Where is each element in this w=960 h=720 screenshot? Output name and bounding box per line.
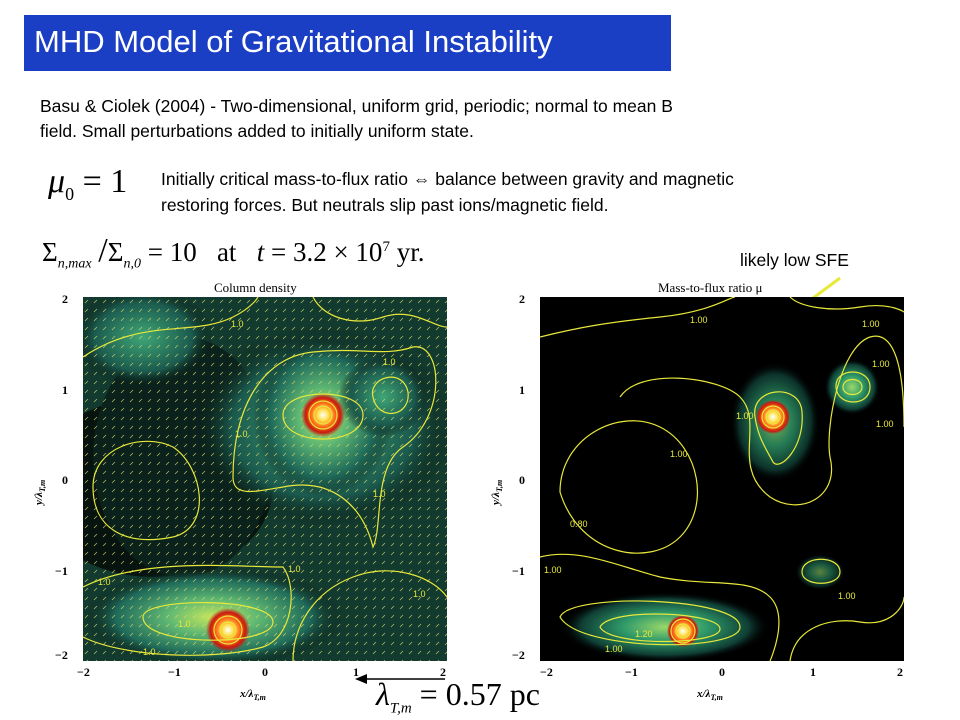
mu-rhs: = 1 — [82, 163, 128, 200]
right-plot-title: Mass-to-flux ratio μ — [658, 280, 763, 295]
left-contour-label: 1.0 — [288, 564, 301, 574]
left-y-tick: 2 — [62, 292, 68, 306]
left-contour-label: 1.0 — [143, 647, 156, 657]
mass-to-flux-image: 1.00 1.00 1.00 1.00 1.00 1.00 1.00 1.00 … — [540, 297, 904, 661]
left-contour-label: 1.0 — [413, 589, 426, 599]
left-x-tick: −2 — [77, 665, 90, 679]
right-y-label: y/λT,m — [490, 479, 505, 505]
lambda-equation: λT,m = 0.57 pc — [376, 676, 540, 717]
left-contour-label: 1.0 — [235, 429, 248, 439]
right-x-tick: 0 — [719, 665, 725, 679]
mass-to-flux-plot: 1.00 1.00 1.00 1.00 1.00 1.00 1.00 1.00 … — [540, 297, 904, 661]
right-contour-label: 1.00 — [872, 359, 890, 369]
left-y-label: y/λT,m — [33, 479, 48, 505]
sigma-at: at — [216, 237, 237, 267]
left-y-tick: 1 — [62, 383, 68, 397]
right-contour-label: 1.00 — [690, 315, 708, 325]
left-contour-label: 1.0 — [98, 577, 111, 587]
column-density-plot: 1.0 1.0 1.0 1.0 1.0 1.0 1.0 1.0 1.0 — [83, 297, 447, 661]
critical-line-2: restoring forces. But neutrals slip past… — [161, 195, 609, 215]
sigma-eq: = 10 — [147, 237, 197, 267]
intro-line-1: Basu & Ciolek (2004) - Two-dimensional, … — [40, 96, 673, 116]
right-contour-label: 1.20 — [635, 629, 653, 639]
left-x-tick: 2 — [440, 665, 446, 679]
right-x-tick: −1 — [625, 665, 638, 679]
lambda-rhs: = 0.57 pc — [419, 676, 540, 712]
sigma-t: t — [256, 237, 265, 267]
left-x-tick: −1 — [168, 665, 181, 679]
right-y-tick: 0 — [519, 473, 525, 487]
right-x-label: x/λT,m — [697, 688, 723, 703]
sigma-rhs: = 3.2 × 10 — [270, 237, 383, 267]
right-contour-label: 1.00 — [862, 319, 880, 329]
sigma-exp: 7 — [382, 239, 390, 255]
right-contour-label: 1.00 — [605, 644, 623, 654]
title-banner: MHD Model of Gravitational Instability — [24, 15, 671, 71]
critical-line-1: Initially critical mass-to-flux ratio ⇔ … — [161, 169, 734, 189]
sigma-num-sub: n,max — [57, 256, 92, 272]
left-contour-label: 1.0 — [383, 357, 396, 367]
mu-equation: μ0 = 1 — [48, 163, 127, 205]
sigma-den: Σ — [107, 237, 124, 267]
left-y-tick: −1 — [55, 564, 68, 578]
left-y-tick: 0 — [62, 473, 68, 487]
lambda-symbol: λ — [376, 676, 390, 712]
right-contour-label: 1.00 — [736, 411, 754, 421]
right-x-tick: 2 — [897, 665, 903, 679]
left-contour-label: 1.0 — [178, 619, 191, 629]
intro-line-2: field. Small perturbations added to init… — [40, 121, 474, 141]
left-contour-label: 1.0 — [231, 319, 244, 329]
right-x-tick: 1 — [810, 665, 816, 679]
left-y-tick: −2 — [55, 648, 68, 662]
sfe-annotation: likely low SFE — [740, 250, 849, 270]
sigma-den-sub: n,0 — [123, 256, 141, 272]
right-contour-label: 1.00 — [544, 565, 562, 575]
left-contour-label: 1.0 — [373, 489, 386, 499]
slide-title: MHD Model of Gravitational Instability — [34, 24, 553, 59]
mu-subscript: 0 — [65, 183, 75, 204]
mu-symbol: μ — [48, 163, 66, 200]
lambda-subscript: T,m — [389, 700, 412, 717]
sigma-unit: yr. — [396, 237, 425, 267]
right-y-tick: 1 — [519, 383, 525, 397]
left-x-label: x/λT,m — [240, 688, 266, 703]
sigma-num: Σ — [42, 237, 58, 267]
sigma-equation: Σn,max /Σn,0 = 10 at t = 3.2 × 107 yr. — [42, 232, 425, 272]
scale-arrow — [355, 674, 445, 684]
right-contour-label: 1.00 — [838, 591, 856, 601]
right-contour-label: 1.00 — [876, 419, 894, 429]
right-y-tick: −2 — [512, 648, 525, 662]
right-contour-label: 1.00 — [670, 449, 688, 459]
right-x-tick: −2 — [540, 665, 553, 679]
column-density-image: 1.0 1.0 1.0 1.0 1.0 1.0 1.0 1.0 1.0 — [83, 297, 447, 661]
right-y-tick: −1 — [512, 564, 525, 578]
left-x-tick: 0 — [262, 665, 268, 679]
left-x-tick: 1 — [353, 665, 359, 679]
right-contour-label: 0.80 — [570, 519, 588, 529]
left-plot-title: Column density — [214, 280, 297, 295]
right-y-tick: 2 — [519, 292, 525, 306]
